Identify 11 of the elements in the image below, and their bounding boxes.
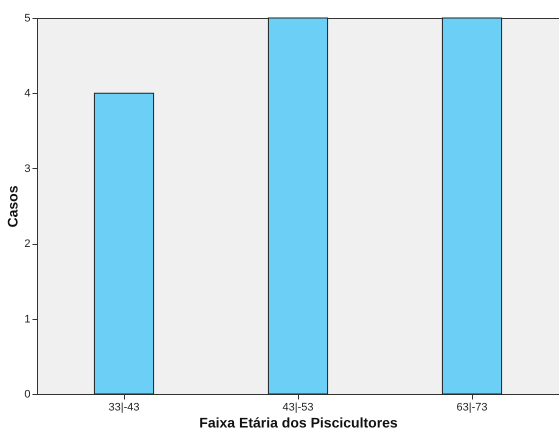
x-tick-label: 63|-73 — [456, 402, 488, 414]
y-tick-label: 2 — [24, 238, 30, 250]
y-tick-label: 0 — [24, 388, 30, 400]
y-tick-label: 3 — [24, 162, 30, 175]
x-tick-label: 43|-53 — [282, 402, 314, 414]
y-axis-title: Casos — [4, 185, 20, 228]
y-tick-label: 1 — [24, 313, 30, 326]
y-tick-label: 4 — [24, 88, 30, 100]
x-axis-title: Faixa Etária dos Piscicultores — [199, 414, 398, 430]
y-tick-label: 5 — [24, 12, 30, 24]
x-tick-label: 33|-43 — [108, 402, 140, 414]
